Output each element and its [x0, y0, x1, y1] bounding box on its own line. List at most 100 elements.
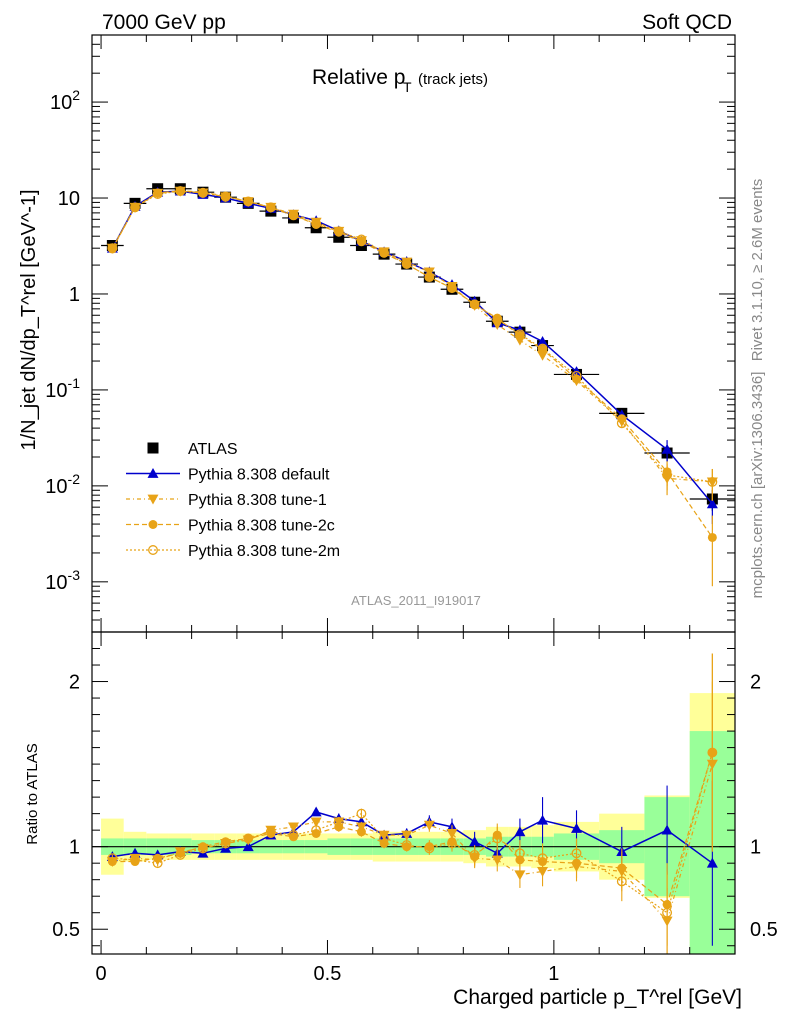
data-point — [662, 469, 673, 480]
header-right: Soft QCD — [642, 11, 732, 34]
data-point — [571, 370, 582, 381]
ratio-point — [514, 870, 526, 881]
legend-marker — [148, 545, 158, 555]
ratio-point — [152, 858, 163, 869]
ratio-y-tick-label: 2 — [69, 672, 80, 694]
ratio-point — [537, 814, 549, 825]
ratio-point — [220, 838, 231, 849]
ratio-point — [310, 817, 322, 828]
ratio-point — [491, 855, 503, 866]
legend-label: Pythia 8.308 tune-2c — [188, 518, 335, 535]
ratio-point — [424, 843, 435, 854]
legend-label: Pythia 8.308 tune-1 — [188, 492, 327, 509]
data-point — [333, 231, 345, 243]
data-point — [706, 498, 718, 509]
mcplots-label: mcplots.cern.ch [arXiv:1306.3436] — [749, 372, 766, 599]
data-point — [333, 226, 344, 237]
data-point — [197, 187, 208, 198]
data-point — [198, 187, 208, 197]
ratio-frame — [91, 631, 736, 955]
data-point — [537, 350, 549, 361]
header-left: 7000 GeV pp — [102, 11, 226, 34]
ratio-point — [130, 854, 140, 865]
data-point — [469, 299, 480, 310]
ratio-y-tick-label-right: 0.5 — [750, 919, 778, 941]
data-point — [152, 189, 163, 199]
y-tick-label: 10 — [58, 188, 80, 210]
data-point — [424, 272, 435, 283]
title-sub: T — [403, 79, 412, 95]
ratio-point — [311, 825, 322, 836]
ratio-y-tick-label: 1 — [69, 837, 80, 859]
x-tick-label: 0.5 — [314, 963, 342, 985]
data-point — [265, 202, 276, 213]
series-4 — [107, 186, 718, 501]
ratio-point — [356, 827, 366, 837]
data-point — [175, 186, 186, 197]
x-tick-label: 0 — [95, 963, 106, 985]
ratio-point — [571, 848, 582, 859]
ratio-point — [706, 857, 718, 868]
y-tick-label: 102 — [50, 87, 80, 114]
x-tick-label: 1 — [548, 963, 559, 985]
data-point — [537, 343, 548, 354]
y-tick-label: 1 — [69, 284, 80, 306]
ratio-series-3 — [107, 653, 718, 954]
axes: 0 0.5 1 10-3 10-2 10-1 1 10 102 0.5 0.5 1 1 2 2 — [45, 34, 778, 985]
data-point — [221, 191, 231, 201]
data-point — [311, 218, 322, 229]
ratio-point — [492, 833, 503, 844]
y-tick-label: 10-2 — [45, 471, 80, 498]
ratio-y-tick-label-right: 2 — [750, 672, 761, 694]
data-point — [288, 210, 299, 221]
ratio-point — [310, 806, 322, 817]
ratio-point — [423, 820, 435, 831]
data-point — [107, 243, 118, 254]
legend-marker — [147, 468, 159, 478]
data-point — [616, 418, 627, 429]
y-tick-label: 10-1 — [45, 375, 80, 402]
legend-entry: Pythia 8.308 tune-2m — [126, 543, 340, 560]
data-point — [220, 191, 231, 202]
ratio-point — [243, 833, 254, 844]
ratio-point — [197, 843, 208, 854]
ratio-y-axis-label: Ratio to ATLAS — [24, 743, 41, 844]
rivet-label: Rivet 3.1.10, ≥ 2.6M events — [749, 179, 766, 362]
data-point — [379, 247, 390, 258]
series-line — [111, 190, 713, 483]
legend-label: ATLAS — [188, 441, 238, 458]
legend-entry: Pythia 8.308 tune-1 — [126, 492, 327, 509]
ratio-line — [112, 811, 713, 864]
ratio-point — [242, 841, 254, 852]
data-point — [537, 335, 549, 346]
legend-entry: Pythia 8.308 default — [126, 467, 330, 484]
series-0 — [101, 183, 735, 511]
main-y-axis-label: 1/N_jet dN/dp_T^rel [GeV^-1] — [18, 189, 40, 450]
ratio-point — [661, 824, 673, 835]
legend-entry: ATLAS — [147, 441, 238, 458]
title-main: Relative p — [312, 66, 405, 89]
ratio-plot — [106, 653, 718, 954]
legend-marker — [147, 442, 159, 454]
ratio-point — [153, 853, 163, 863]
ratio-point — [401, 840, 412, 850]
y-tick-label: 10-3 — [45, 567, 80, 594]
legend-marker — [148, 520, 158, 529]
ratio-y-tick-label-right: 1 — [750, 837, 761, 859]
ratio-point — [514, 848, 525, 859]
legend-label: Pythia 8.308 default — [188, 467, 330, 484]
data-point — [401, 259, 412, 270]
series-line — [111, 190, 713, 483]
legend-label: Pythia 8.308 tune-2m — [188, 543, 340, 560]
ratio-series-2 — [107, 653, 717, 946]
ratio-point — [571, 823, 583, 833]
ratio-point — [107, 853, 118, 864]
ratio-y-tick-label: 0.5 — [52, 919, 80, 941]
ratio-point — [265, 826, 276, 837]
ratio-point — [333, 816, 344, 827]
plot-frames — [91, 34, 736, 955]
data-point — [514, 329, 525, 340]
data-point — [707, 476, 718, 487]
ratio-point — [379, 833, 390, 844]
